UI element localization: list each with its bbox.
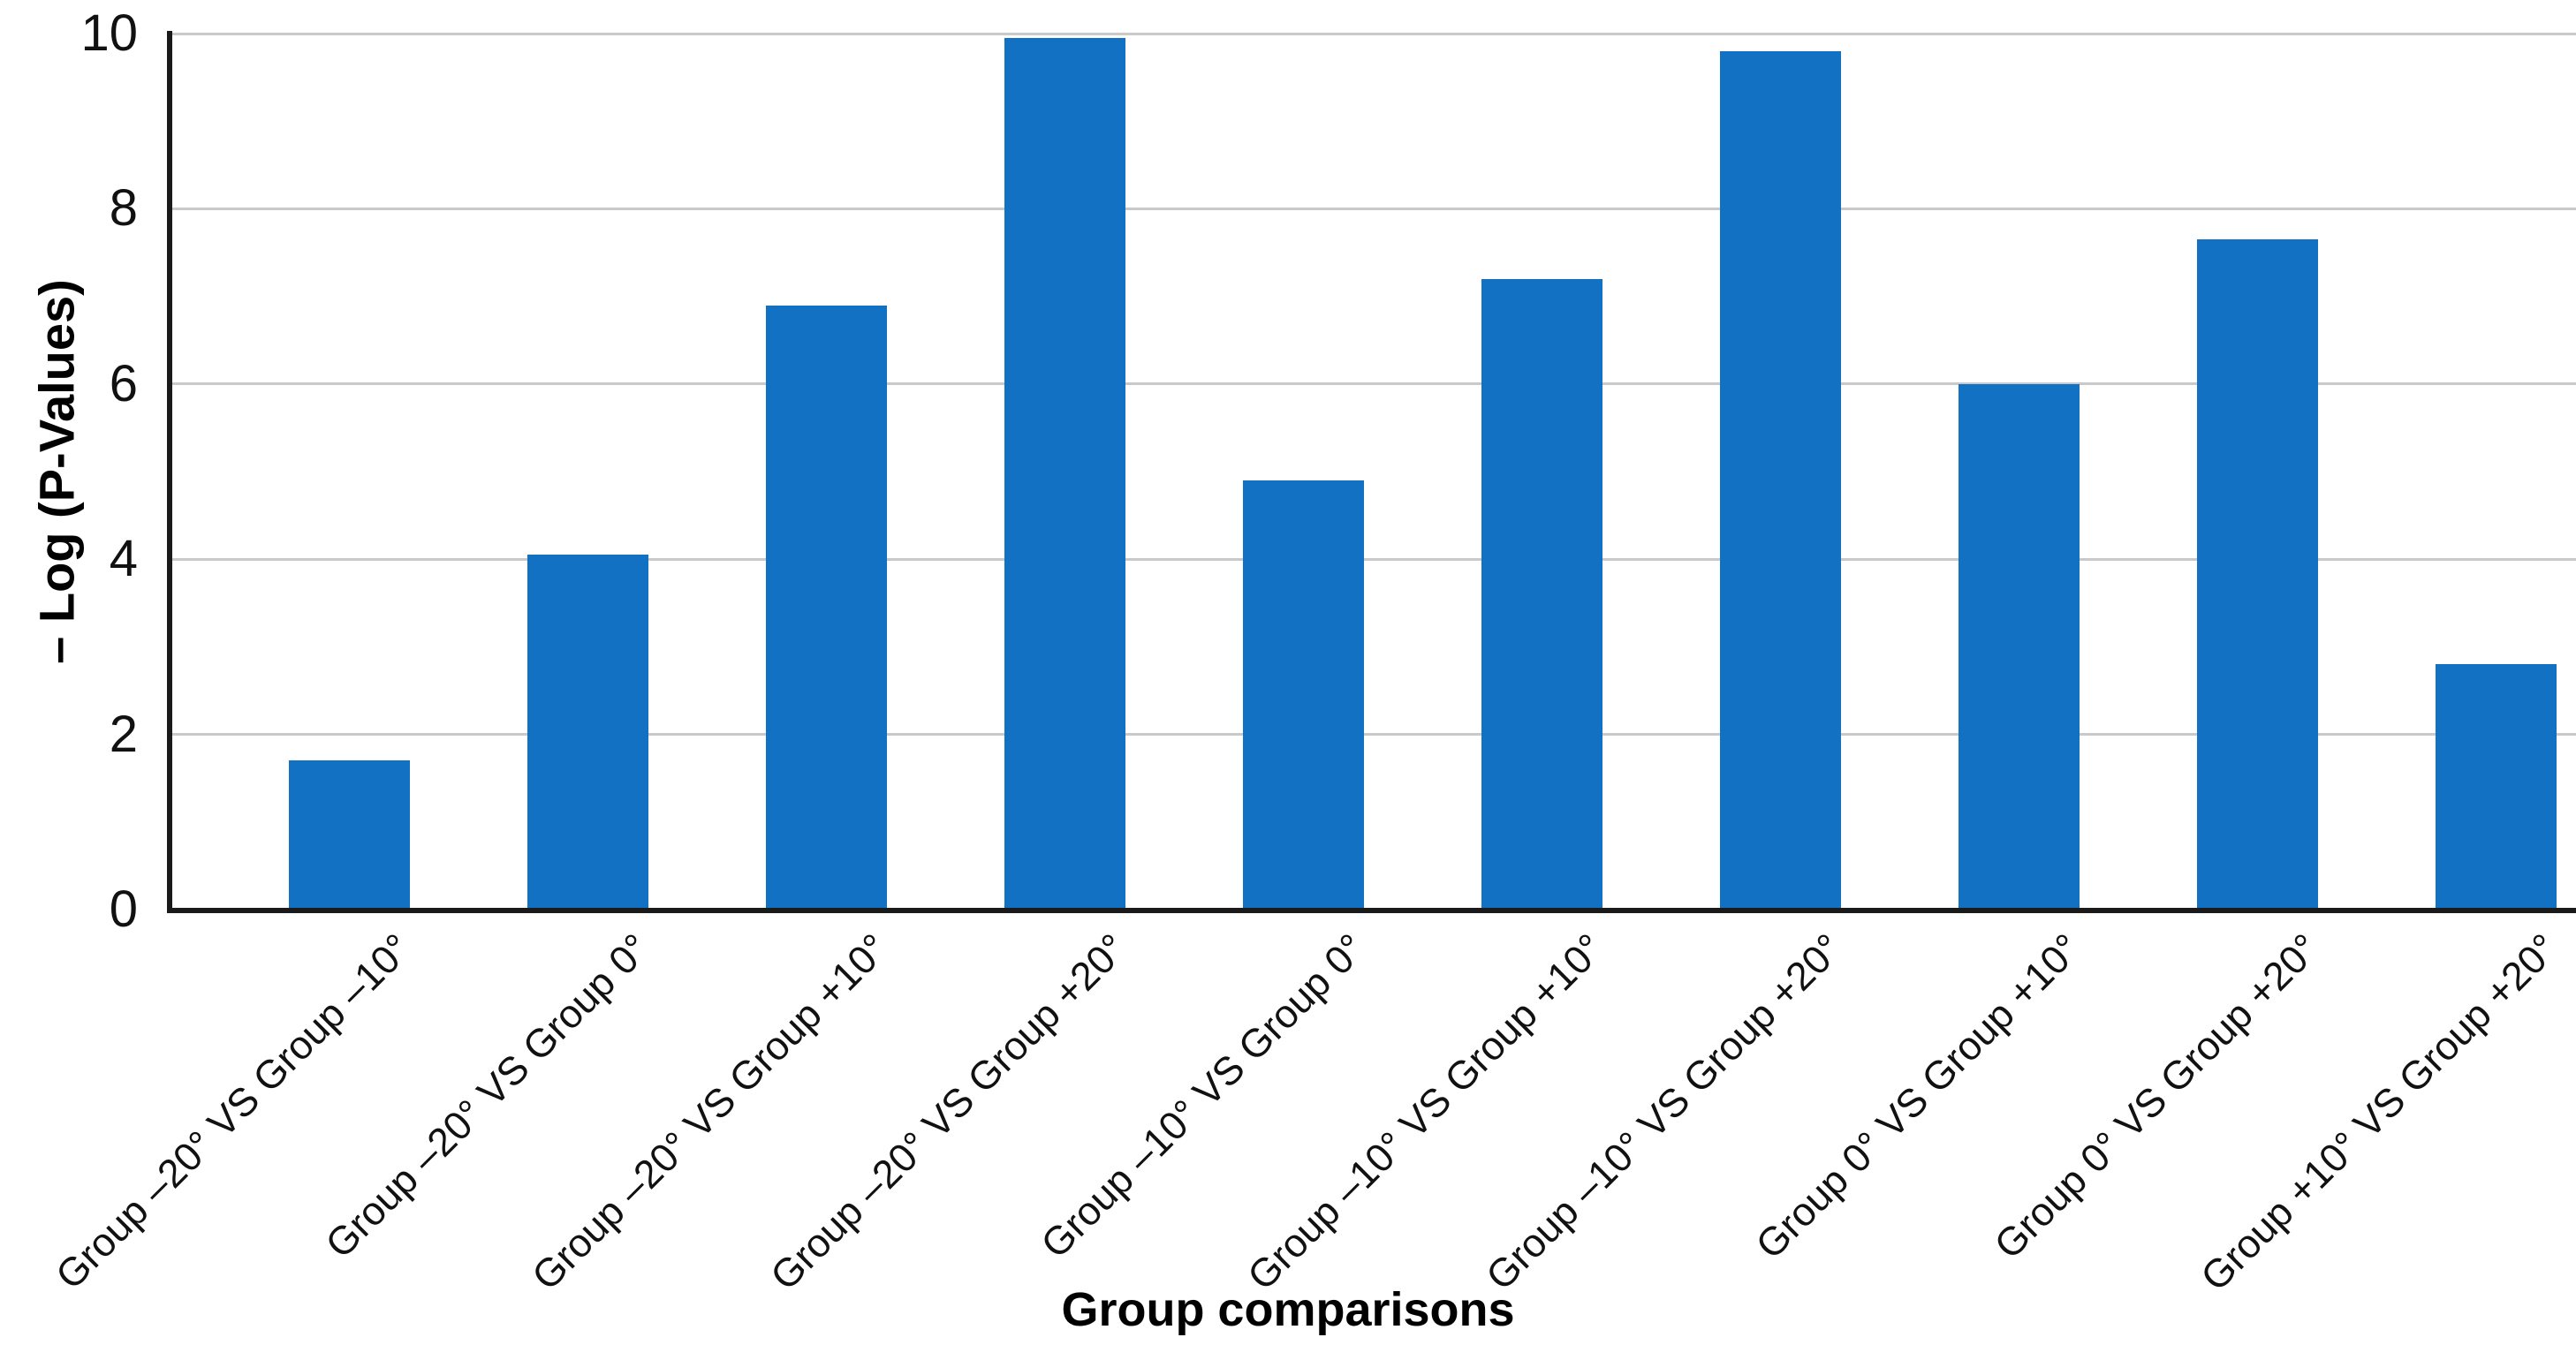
x-tick-label-1: Group –20° VS Group –10° xyxy=(46,925,420,1298)
y-tick-label-2: 2 xyxy=(109,705,138,763)
y-tick-labels: 0 2 4 6 8 10 xyxy=(0,6,152,937)
y-axis-line xyxy=(167,31,172,912)
x-tick-label-9: Group 0° VS Group +20° xyxy=(1985,925,2329,1268)
gridline-y-4 xyxy=(170,557,2576,561)
x-tick-label-6: Group –10° VS Group +10° xyxy=(1239,925,1613,1299)
gridline-y-6 xyxy=(170,382,2576,386)
gridline-y-2 xyxy=(170,733,2576,737)
bar-8 xyxy=(1958,384,2080,910)
bar-9 xyxy=(2196,239,2318,910)
y-tick-label-0: 0 xyxy=(109,880,138,938)
gridline-y-8 xyxy=(170,207,2576,210)
x-tick-label-4: Group –20° VS Group +20° xyxy=(761,925,1136,1299)
x-tick-label-2: Group –20° VS Group 0° xyxy=(316,925,659,1267)
x-axis-title: Group comparisons xyxy=(1061,1283,1515,1336)
bar-2 xyxy=(527,555,648,910)
plot-area xyxy=(170,32,2576,910)
x-tick-label-3: Group –20° VS Group +10° xyxy=(523,925,898,1299)
bar-7 xyxy=(1719,51,1841,910)
x-tick-label-10: Group +10° VS Group +20° xyxy=(2192,925,2567,1300)
x-tick-label-8: Group 0° VS Group +10° xyxy=(1746,925,2090,1268)
x-tick-label-7: Group –10° VS Group +20° xyxy=(1477,925,1852,1299)
y-tick-label-4: 4 xyxy=(109,530,138,588)
x-axis-line xyxy=(167,908,2576,913)
bar-4 xyxy=(1004,38,1125,910)
bar-6 xyxy=(1481,279,1602,910)
bar-1 xyxy=(288,760,410,910)
bar-3 xyxy=(765,306,887,910)
gridline-y-10 xyxy=(170,32,2576,35)
y-tick-label-6: 6 xyxy=(109,354,138,412)
y-tick-label-10: 10 xyxy=(80,4,138,62)
y-tick-label-8: 8 xyxy=(109,179,138,238)
bar-5 xyxy=(1242,480,1364,910)
bar-10 xyxy=(2435,664,2557,910)
x-tick-label-5: Group –10° VS Group 0° xyxy=(1032,925,1375,1267)
